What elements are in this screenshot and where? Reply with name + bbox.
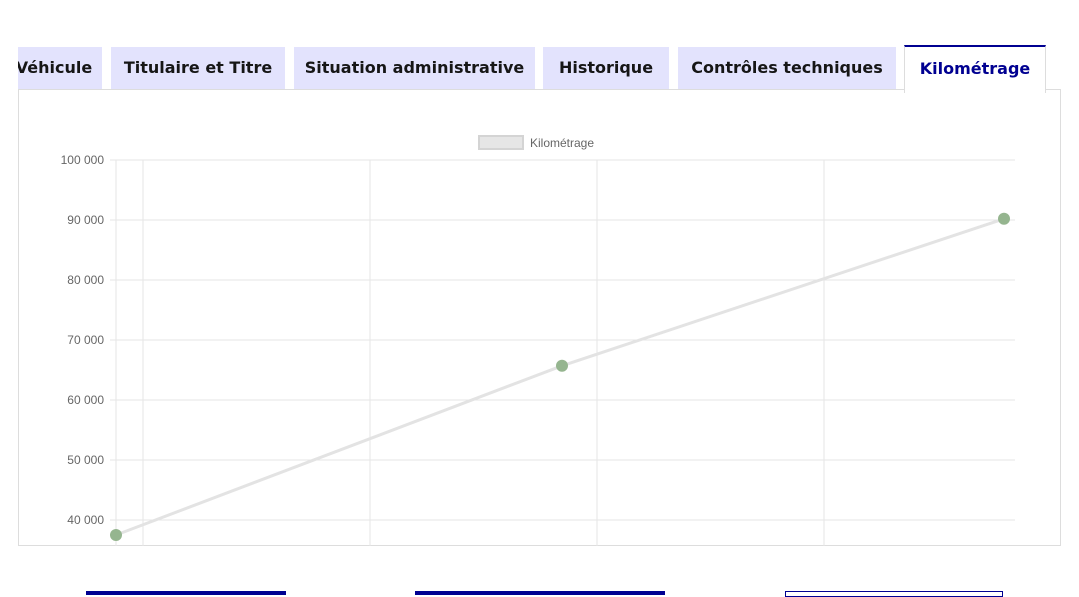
legend-swatch[interactable] [478, 135, 524, 150]
tab-titulaire[interactable]: Titulaire et Titre [111, 47, 285, 89]
action-button-1[interactable] [86, 591, 286, 595]
tab-vehicule[interactable]: Véhicule [18, 47, 102, 89]
legend-label: Kilométrage [530, 136, 594, 150]
y-tick-label: 70 000 [67, 333, 104, 347]
data-point[interactable] [998, 212, 1010, 225]
tab-panel [18, 89, 1061, 546]
series-line [115, 217, 1005, 537]
data-point[interactable] [556, 359, 568, 372]
y-tick-label: 90 000 [67, 213, 104, 227]
tab-kilometrage[interactable]: Kilométrage [904, 45, 1046, 93]
tab-controles-techniques[interactable]: Contrôles techniques [678, 47, 896, 89]
action-button-3[interactable] [785, 591, 1003, 597]
y-tick-label: 60 000 [67, 393, 104, 407]
y-tick-label: 50 000 [67, 453, 104, 467]
y-tick-label: 100 000 [61, 153, 105, 167]
tab-situation-administrative[interactable]: Situation administrative [294, 47, 535, 89]
data-point[interactable] [110, 529, 122, 541]
tab-historique[interactable]: Historique [543, 47, 669, 89]
y-tick-label: 40 000 [67, 513, 104, 527]
y-tick-label: 80 000 [67, 273, 104, 287]
action-button-2[interactable] [415, 591, 665, 595]
